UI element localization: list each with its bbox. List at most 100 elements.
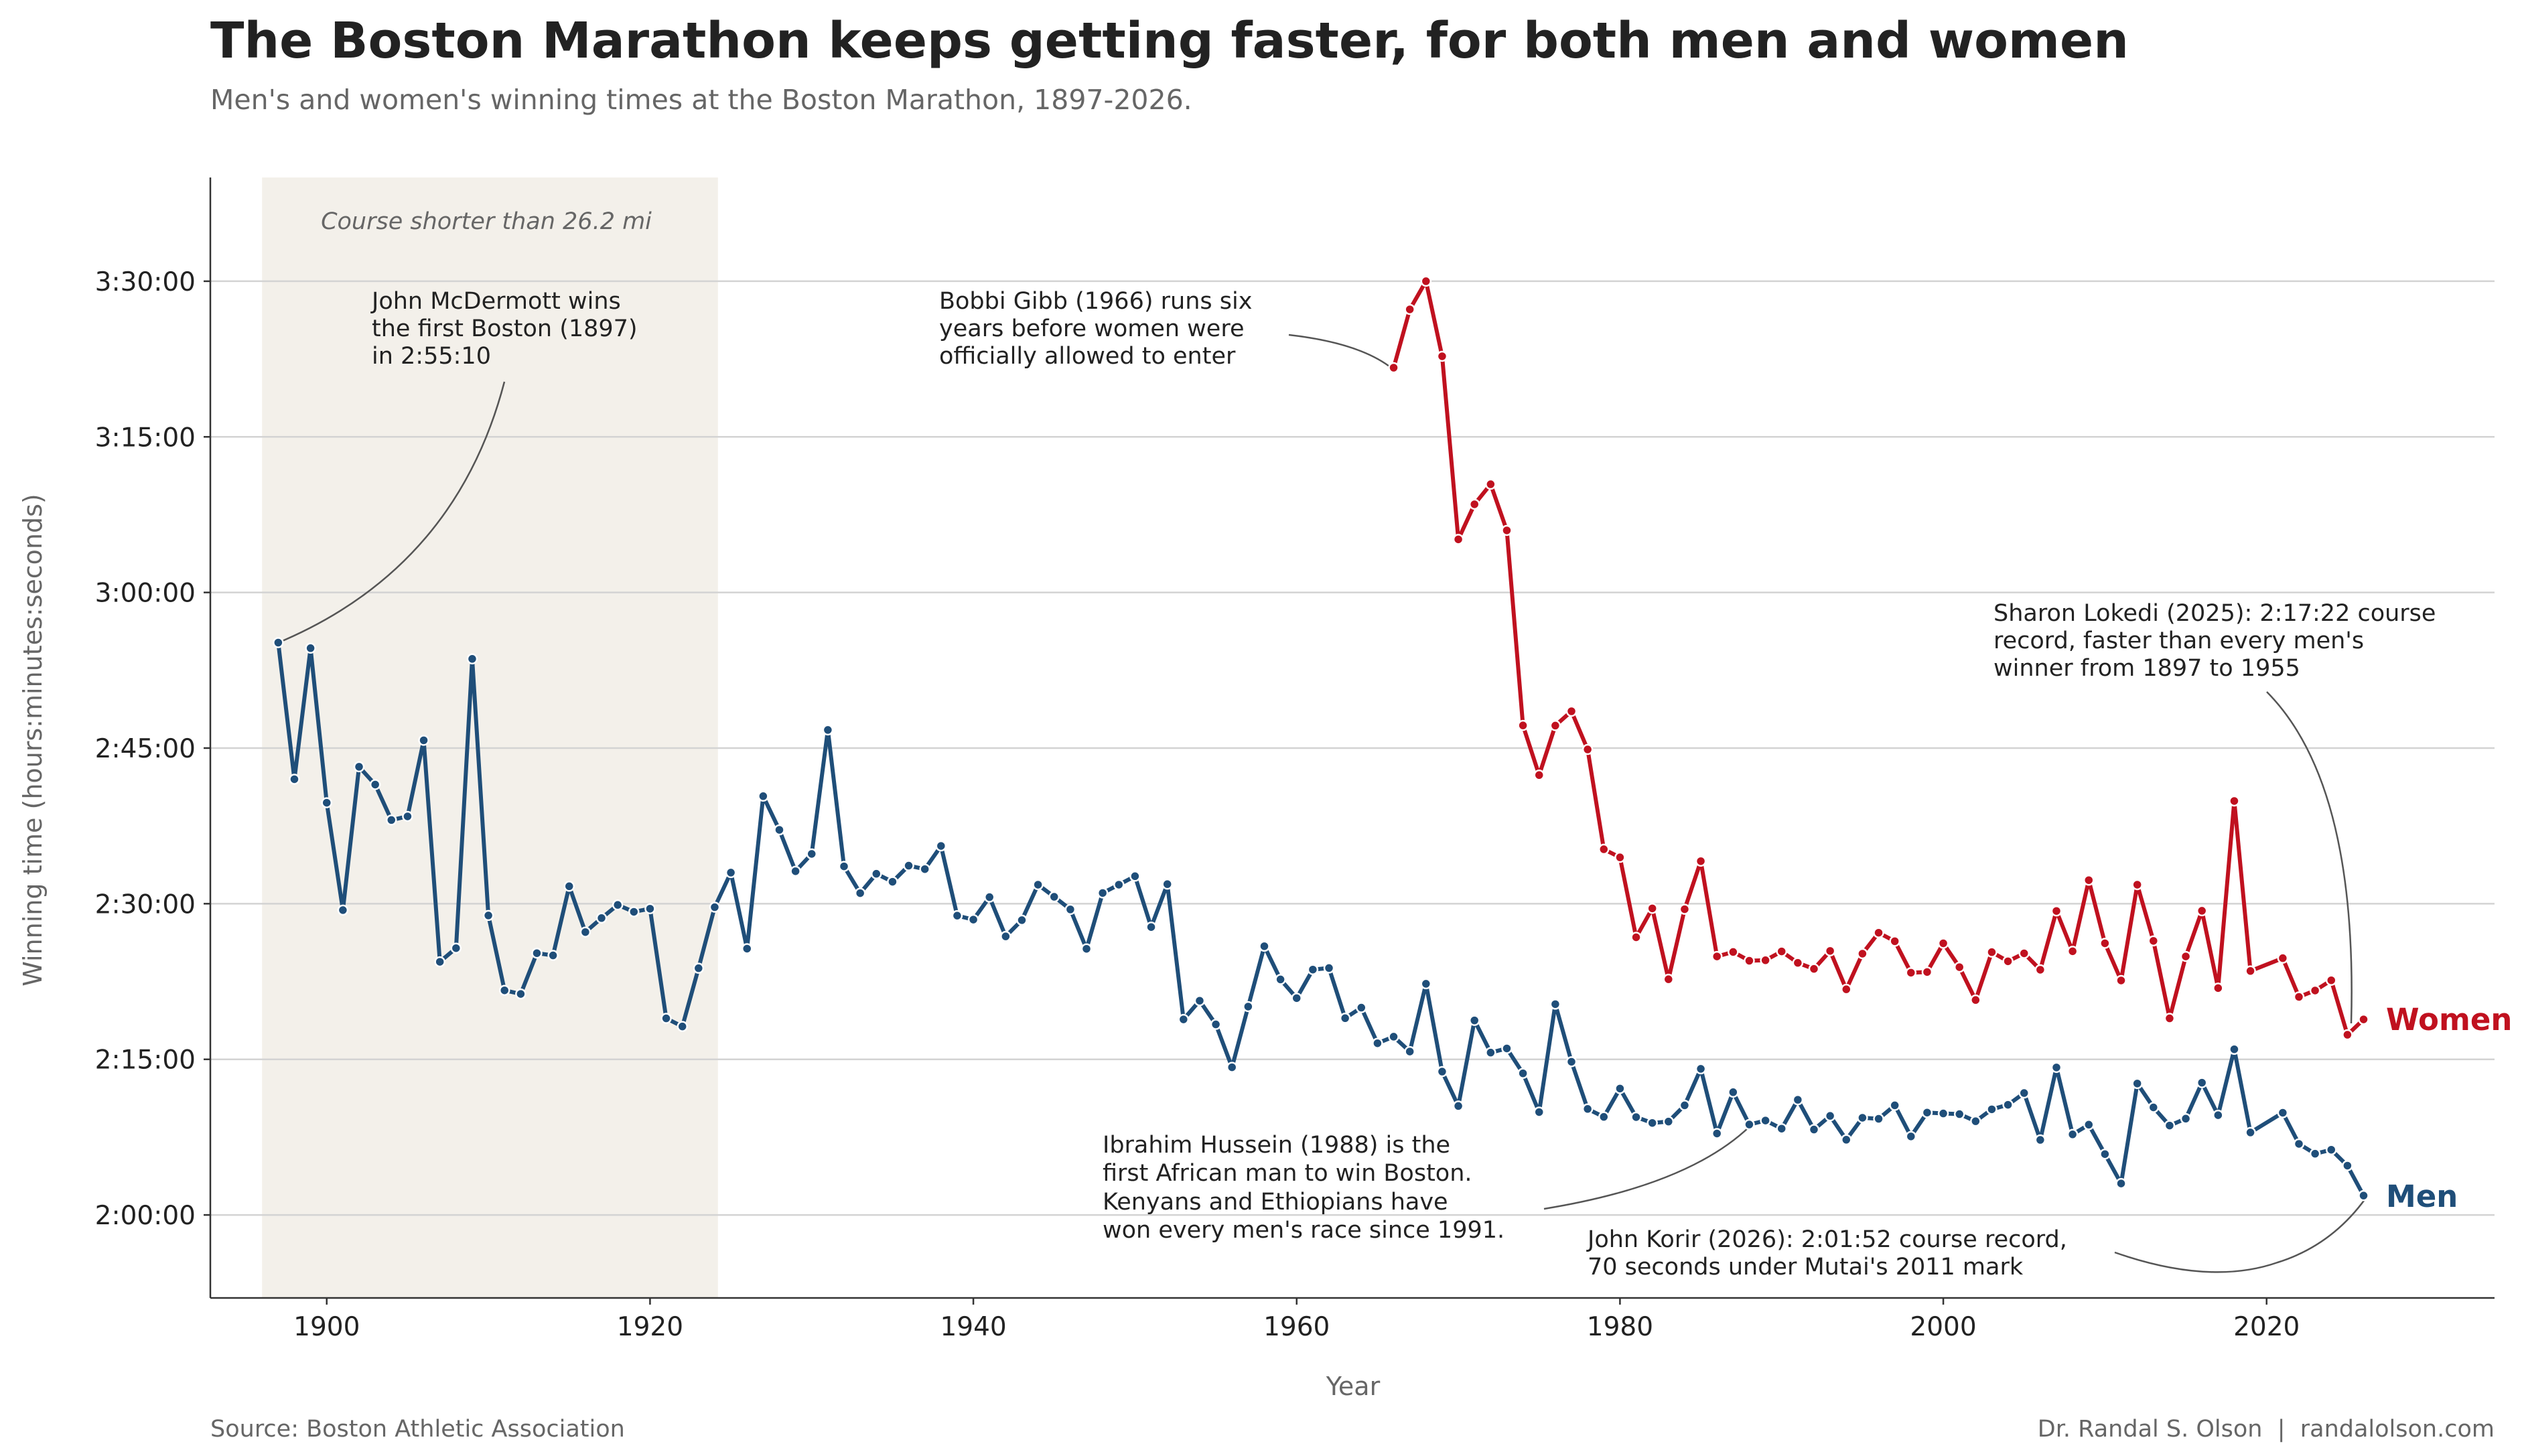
data-point bbox=[1760, 1114, 1771, 1126]
x-axis-ticks: 1900 1920 1940 1960 1980 2000 2020 bbox=[293, 1298, 2300, 1342]
data-point bbox=[2050, 1062, 2062, 1074]
data-point bbox=[2358, 1189, 2369, 1202]
data-point bbox=[1388, 1031, 1399, 1043]
annotation-line: John McDermott wins bbox=[370, 288, 621, 315]
data-point bbox=[1452, 534, 1464, 545]
shaded-region bbox=[262, 177, 718, 1298]
data-point bbox=[1792, 957, 1804, 968]
connector-gibb bbox=[1288, 334, 1393, 369]
data-point bbox=[273, 637, 284, 648]
data-point bbox=[1243, 1001, 1254, 1013]
data-point bbox=[1905, 1131, 1917, 1143]
data-point bbox=[305, 642, 316, 654]
data-point bbox=[1226, 1062, 1238, 1073]
x-tick-label: 1980 bbox=[1587, 1312, 1653, 1342]
data-point bbox=[1728, 946, 1739, 958]
data-point bbox=[2034, 1134, 2046, 1146]
data-point bbox=[434, 956, 445, 968]
data-point bbox=[2018, 948, 2030, 959]
data-point bbox=[2131, 1078, 2143, 1090]
data-point bbox=[774, 824, 785, 836]
data-point bbox=[1533, 1106, 1545, 1118]
data-point bbox=[1663, 973, 1675, 985]
data-point bbox=[531, 947, 543, 959]
source-note: Source: Boston Athletic Association bbox=[210, 1416, 625, 1443]
data-point bbox=[2131, 879, 2143, 891]
data-point bbox=[1711, 950, 1723, 962]
data-point bbox=[2293, 1138, 2305, 1150]
data-point bbox=[1937, 938, 1949, 949]
data-point bbox=[2066, 946, 2079, 957]
y-tick-label: 3:00:00 bbox=[95, 579, 196, 609]
data-point bbox=[709, 901, 721, 913]
data-point bbox=[1533, 770, 1545, 781]
data-point bbox=[1339, 1013, 1351, 1024]
data-point bbox=[758, 790, 769, 802]
annotation-line: in 2:55:10 bbox=[372, 343, 491, 370]
data-point bbox=[935, 840, 947, 852]
y-tick-label: 3:15:00 bbox=[95, 423, 196, 453]
data-point bbox=[2180, 1113, 2192, 1124]
data-point bbox=[1501, 1043, 1513, 1054]
data-point bbox=[2066, 1129, 2079, 1141]
data-point bbox=[1517, 1068, 1529, 1079]
y-tick-label: 2:15:00 bbox=[95, 1045, 196, 1076]
data-point bbox=[450, 942, 462, 954]
data-point bbox=[1307, 964, 1319, 975]
data-point bbox=[2002, 956, 2014, 967]
data-point bbox=[1016, 914, 1028, 926]
data-point bbox=[2180, 950, 2192, 962]
series-group bbox=[273, 275, 2369, 1202]
data-point bbox=[1259, 940, 1270, 952]
data-point bbox=[2342, 1160, 2353, 1171]
data-point bbox=[1889, 1100, 1900, 1111]
data-point bbox=[1873, 1113, 1884, 1124]
data-point bbox=[1356, 1002, 1367, 1013]
x-tick-label: 1900 bbox=[293, 1312, 360, 1342]
annotation-mcdermott: John McDermott wins the first Boston (18… bbox=[370, 288, 638, 370]
data-point bbox=[2245, 965, 2256, 977]
series-label-men: Men bbox=[2386, 1179, 2458, 1214]
data-point bbox=[1436, 350, 1448, 362]
data-point bbox=[2148, 1102, 2160, 1113]
data-point bbox=[693, 962, 705, 974]
y-tick-label: 2:45:00 bbox=[95, 734, 196, 764]
y-axis-ticks: 2:00:00 2:15:00 2:30:00 2:45:00 3:00:00 3:15:… bbox=[95, 267, 210, 1231]
data-point bbox=[289, 774, 300, 785]
annotation-lokedi: Sharon Lokedi (2025): 2:17:22 course rec… bbox=[1993, 600, 2436, 682]
data-point bbox=[1760, 954, 1771, 966]
data-point bbox=[1921, 1106, 1933, 1118]
data-point bbox=[2213, 982, 2224, 994]
data-point bbox=[1145, 921, 1157, 933]
data-point bbox=[1420, 978, 1432, 990]
data-point bbox=[353, 761, 365, 773]
data-point bbox=[2148, 935, 2160, 947]
data-point bbox=[1549, 999, 1561, 1010]
data-point bbox=[1921, 966, 1933, 978]
data-point bbox=[1695, 855, 1707, 867]
data-point bbox=[1841, 983, 1852, 995]
annotation-line: record, faster than every men's bbox=[1993, 628, 2364, 654]
data-point bbox=[1452, 1100, 1464, 1112]
x-tick-label: 1940 bbox=[940, 1312, 1006, 1342]
data-point bbox=[1953, 1108, 1965, 1120]
data-point bbox=[2083, 874, 2095, 886]
data-point bbox=[1986, 1104, 1998, 1115]
data-point bbox=[1711, 1128, 1723, 1139]
data-point bbox=[369, 779, 381, 790]
data-point bbox=[1728, 1086, 1739, 1098]
data-point bbox=[644, 903, 656, 915]
data-point bbox=[1129, 871, 1141, 882]
data-point bbox=[1501, 524, 1513, 536]
data-point bbox=[951, 909, 963, 922]
annotation-line: the first Boston (1897) bbox=[372, 315, 638, 342]
data-point bbox=[1468, 498, 1480, 510]
data-point bbox=[2034, 964, 2046, 976]
data-point bbox=[1404, 1045, 1415, 1058]
series-label-women: Women bbox=[2386, 1002, 2512, 1037]
annotation-line: John Korir (2026): 2:01:52 course record… bbox=[1586, 1226, 2067, 1253]
data-point bbox=[2164, 1013, 2176, 1024]
data-point bbox=[1776, 1122, 1787, 1135]
data-point bbox=[1420, 275, 1432, 287]
data-point bbox=[2245, 1126, 2256, 1139]
